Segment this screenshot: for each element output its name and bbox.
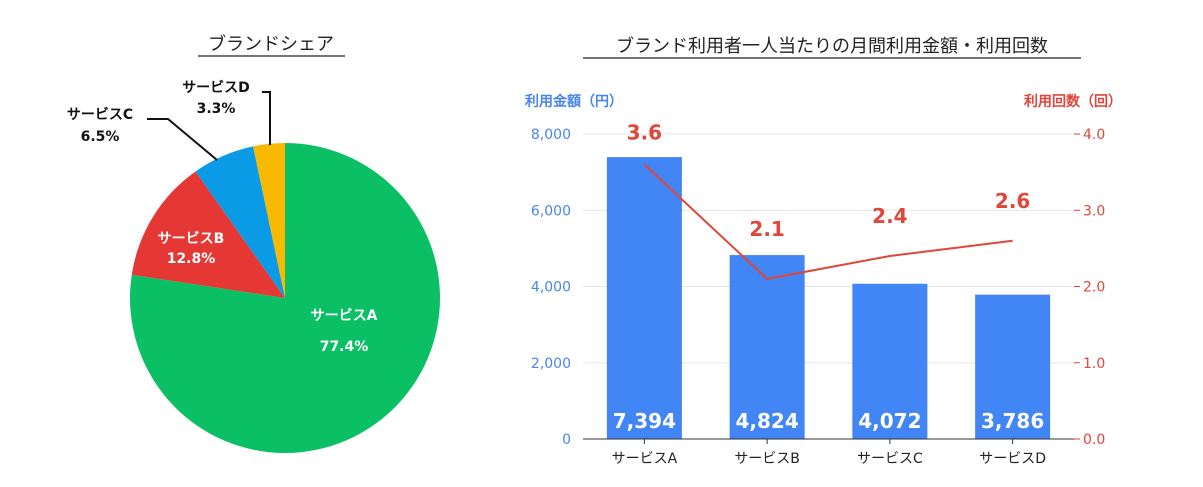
right-tick-label: 0.0 [1083, 432, 1105, 448]
right-tick-label: 3.0 [1083, 203, 1105, 219]
pie-label-c: サービスC [67, 107, 133, 123]
bar-2 [852, 283, 928, 439]
bar-labels: 7,394 4,824 4,072 3,786 [613, 409, 1045, 433]
pie-pct-b: 12.8% [167, 251, 216, 267]
left-tick-label: 8,000 [531, 127, 571, 143]
pie-label-a: サービスA [311, 308, 378, 324]
bar-value-label: 7,394 [613, 409, 676, 433]
left-tick-label: 2,000 [531, 356, 571, 372]
pie-pct-d: 3.3% [197, 101, 236, 117]
pie-slice-1 [131, 171, 285, 298]
left-tick-label: 4,000 [531, 280, 571, 296]
pie-pct-c: 6.5% [81, 129, 120, 145]
left-axis-title: 利用金額（円） [525, 93, 623, 110]
line-value-label: 2.1 [749, 217, 784, 241]
category-label: サービスB [734, 451, 800, 467]
left-tick-label: 0 [562, 432, 571, 448]
combo-title: ブランド利用者一人当たりの月間利用金額・利用回数 [616, 35, 1048, 57]
pie-chart: ブランドシェア サービスA 77.4% サービスB 12.8% サービスC 6.… [67, 33, 441, 454]
line-value-label: 3.6 [627, 121, 662, 145]
pie-pct-a: 77.4% [320, 339, 369, 355]
bar-value-label: 4,824 [735, 409, 798, 433]
category-label: サービスA [612, 451, 678, 467]
right-tick-label: 2.0 [1083, 280, 1105, 296]
leader-line-d [262, 91, 271, 145]
bar-3 [975, 294, 1051, 439]
category-label: サービスC [857, 451, 923, 467]
category-labels: サービスA サービスB サービスC サービスD [612, 439, 1046, 467]
left-tick-label: 6,000 [531, 203, 571, 219]
line-value-label: 2.4 [872, 204, 907, 228]
left-axis-ticks: 8,000 6,000 4,000 2,000 0 [531, 127, 571, 448]
bar-0 [606, 157, 682, 439]
line-labels: 3.6 2.1 2.4 2.6 [627, 121, 1031, 241]
pie-label-b: サービスB [158, 231, 225, 247]
right-tick-label: 1.0 [1083, 356, 1105, 372]
bar-value-label: 4,072 [858, 409, 921, 433]
pie-slice-2 [195, 146, 285, 298]
line-value-label: 2.6 [995, 189, 1030, 213]
pie-title: ブランドシェア [208, 33, 334, 55]
line-path [643, 163, 1013, 280]
pie-label-d: サービスD [182, 80, 250, 96]
right-axis-ticks: 4.0 3.0 2.0 1.0 0.0 [1074, 127, 1105, 448]
category-label: サービスD [979, 451, 1046, 467]
combo-chart: ブランド利用者一人当たりの月間利用金額・利用回数 利用金額（円） 利用回数（回）… [525, 35, 1122, 467]
right-axis-title: 利用回数（回） [1024, 93, 1122, 110]
line-series [643, 163, 1013, 280]
pie-slices [130, 143, 441, 454]
pie-slice-0 [130, 143, 441, 454]
bars [606, 157, 1051, 439]
bar-value-label: 3,786 [981, 409, 1044, 433]
bar-1 [729, 255, 805, 439]
pie-slice-3 [253, 143, 285, 298]
leader-line-c [147, 118, 218, 161]
right-tick-label: 4.0 [1083, 127, 1105, 143]
